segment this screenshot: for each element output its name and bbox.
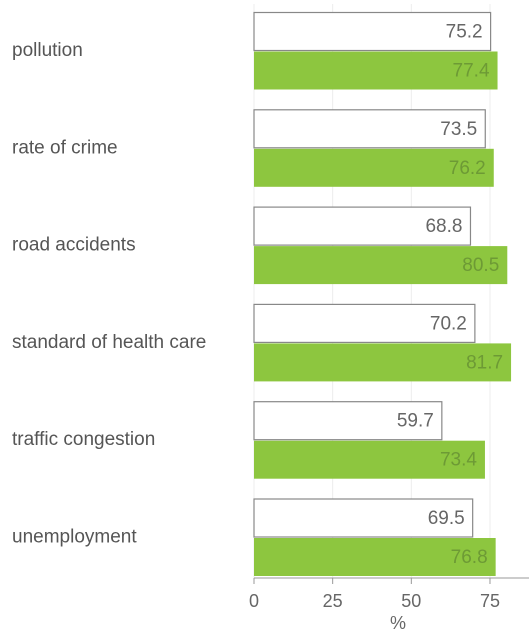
bar bbox=[254, 343, 512, 382]
x-tick-label: 50 bbox=[401, 591, 421, 611]
bar bbox=[254, 538, 496, 576]
value-label: 80.5 bbox=[462, 255, 499, 276]
bar bbox=[253, 303, 476, 343]
category-label: traffic congestion bbox=[12, 429, 155, 450]
value-label: 77.4 bbox=[453, 61, 490, 82]
bar bbox=[253, 109, 486, 149]
x-tick-label: 25 bbox=[323, 591, 343, 611]
category-label: road accidents bbox=[12, 235, 136, 256]
value-label: 75.2 bbox=[446, 22, 483, 43]
bar bbox=[253, 11, 492, 52]
bar bbox=[254, 440, 485, 479]
value-label: 76.8 bbox=[451, 547, 488, 568]
x-tick-label: 0 bbox=[249, 591, 259, 611]
bar bbox=[253, 206, 472, 246]
value-label: 81.7 bbox=[466, 352, 503, 373]
value-label: 76.2 bbox=[449, 158, 486, 179]
category-label: pollution bbox=[12, 40, 83, 61]
value-label: 73.5 bbox=[440, 119, 477, 140]
value-label: 59.7 bbox=[397, 411, 434, 432]
bar bbox=[253, 498, 474, 538]
category-label: standard of health care bbox=[12, 332, 206, 353]
category-label: rate of crime bbox=[12, 137, 118, 158]
bar bbox=[254, 148, 494, 187]
bar bbox=[254, 246, 508, 285]
value-label: 69.5 bbox=[428, 508, 465, 529]
x-tick-label: 75 bbox=[480, 591, 500, 611]
bar bbox=[253, 401, 443, 441]
value-label: 68.8 bbox=[425, 216, 462, 237]
category-label: unemployment bbox=[12, 527, 137, 548]
value-label: 73.4 bbox=[440, 450, 477, 471]
value-label: 70.2 bbox=[430, 313, 467, 334]
bar bbox=[254, 51, 498, 90]
x-axis-label: % bbox=[390, 613, 406, 631]
